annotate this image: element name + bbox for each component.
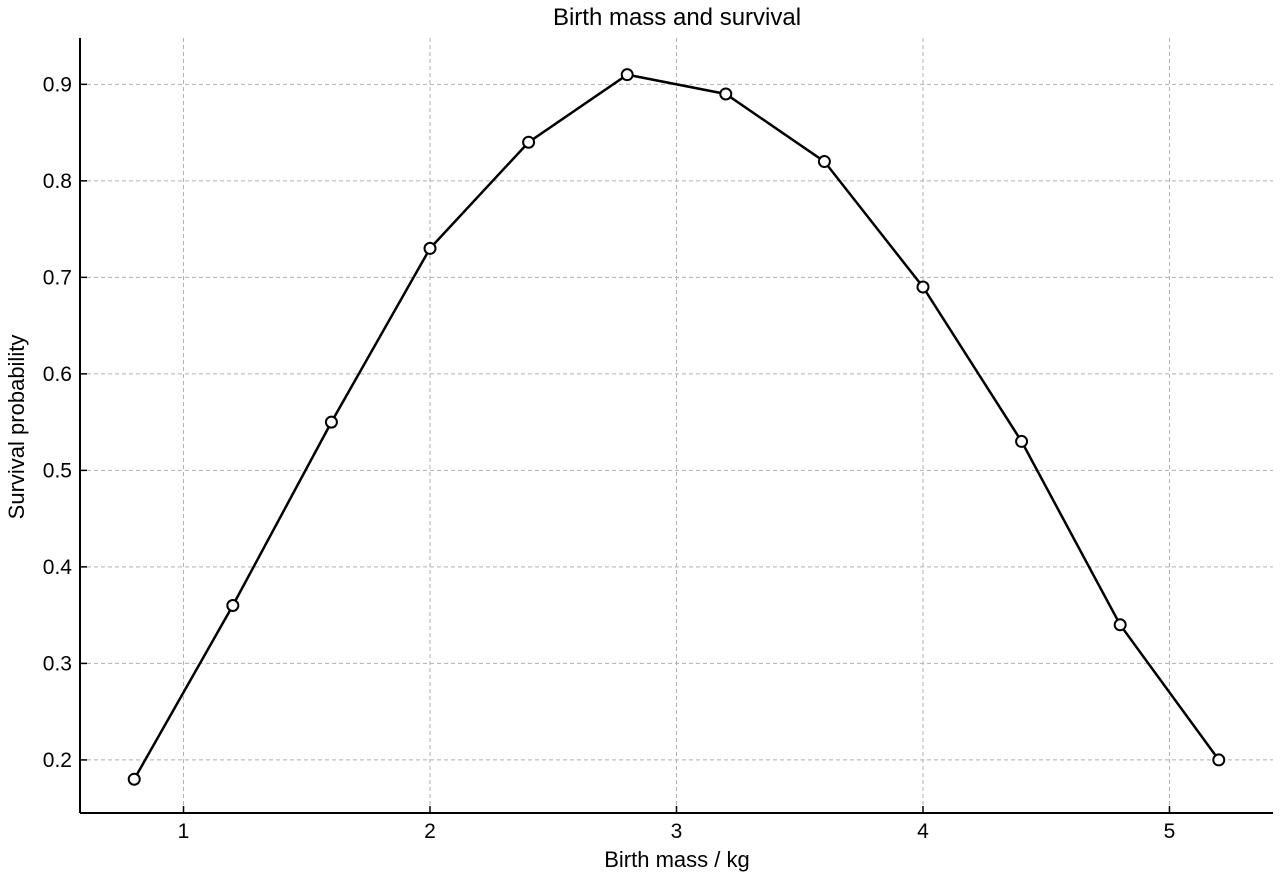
y-tick-label: 0.4 <box>43 556 73 579</box>
data-point <box>1113 618 1127 632</box>
data-point <box>522 135 536 149</box>
y-tick-label: 0.8 <box>43 170 72 193</box>
data-point <box>127 772 141 786</box>
data-point <box>1212 753 1226 767</box>
ticks-layer: 1 2 3 4 5 0.2 0.3 0.4 0.5 0.6 0.7 0.8 0.9 <box>43 73 1176 843</box>
y-axis-label: Survival probability <box>4 335 29 520</box>
series-line <box>133 73 1220 780</box>
data-point <box>324 415 338 429</box>
data-point <box>1015 434 1029 448</box>
y-tick-label: 0.3 <box>43 652 72 675</box>
x-tick-label: 4 <box>917 820 929 843</box>
chart-title: Birth mass and survival <box>553 4 801 31</box>
x-tick-label: 1 <box>178 820 190 843</box>
y-tick-label: 0.6 <box>43 363 72 386</box>
data-point <box>817 155 831 169</box>
y-tick-label: 0.5 <box>43 459 72 482</box>
data-point <box>423 241 437 255</box>
x-tick-label: 2 <box>424 820 436 843</box>
grid-layer <box>80 38 1273 813</box>
data-point <box>916 280 930 294</box>
y-tick-label: 0.9 <box>43 73 72 96</box>
data-point <box>620 68 634 82</box>
y-tick-label: 0.7 <box>43 266 72 289</box>
x-axis-label: Birth mass / kg <box>604 847 749 872</box>
data-point <box>719 87 733 101</box>
data-point <box>226 598 240 612</box>
series-layer <box>127 68 1226 786</box>
x-tick-label: 3 <box>671 820 683 843</box>
y-tick-label: 0.2 <box>43 749 72 772</box>
x-tick-label: 5 <box>1164 820 1176 843</box>
